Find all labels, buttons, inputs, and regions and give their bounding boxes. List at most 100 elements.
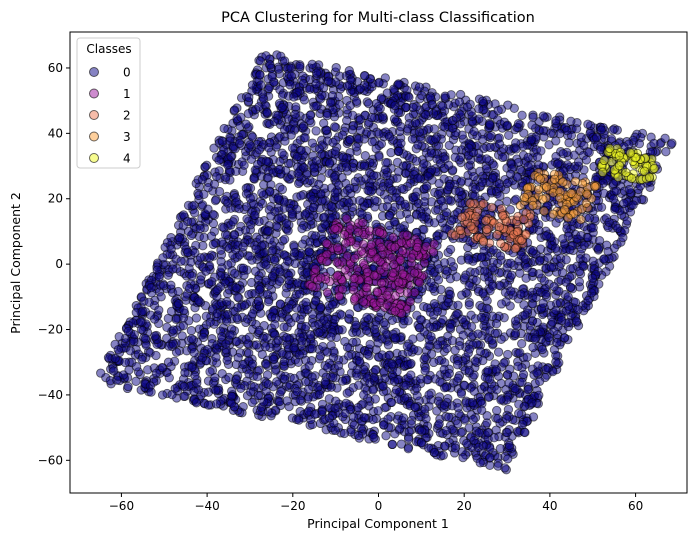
data-point	[530, 334, 540, 344]
data-point	[537, 344, 548, 355]
data-point	[454, 186, 464, 197]
data-point	[273, 194, 283, 204]
data-point	[110, 353, 120, 364]
data-point	[541, 289, 551, 300]
data-point	[327, 300, 338, 310]
data-point	[168, 264, 178, 274]
data-point	[512, 226, 523, 237]
data-point	[354, 134, 364, 144]
data-point	[574, 277, 585, 287]
data-point	[622, 216, 632, 226]
data-point	[495, 191, 505, 201]
data-point	[557, 315, 567, 326]
data-point	[582, 189, 592, 199]
data-point	[289, 92, 299, 102]
data-point	[492, 230, 502, 240]
data-point	[464, 344, 475, 354]
data-point	[464, 281, 474, 291]
data-point	[502, 120, 513, 130]
data-point	[445, 290, 455, 300]
data-point	[457, 290, 467, 300]
data-point	[475, 346, 486, 357]
data-point	[576, 132, 586, 142]
data-point	[506, 286, 516, 296]
data-point	[406, 370, 416, 380]
data-point	[274, 276, 285, 286]
data-point	[469, 171, 479, 182]
data-point	[412, 242, 422, 253]
data-point	[513, 361, 523, 371]
data-point	[331, 62, 341, 73]
data-point	[495, 251, 506, 261]
data-point	[293, 357, 304, 367]
data-point	[236, 112, 246, 122]
data-point	[426, 331, 436, 342]
data-point	[542, 231, 552, 241]
data-point	[661, 147, 671, 157]
data-point	[517, 110, 527, 120]
data-point	[594, 236, 605, 246]
data-point	[485, 119, 495, 130]
data-point	[521, 230, 531, 240]
data-point	[287, 143, 298, 153]
data-point	[319, 118, 329, 128]
data-point	[342, 388, 352, 398]
data-point	[253, 159, 263, 170]
data-point	[287, 209, 297, 219]
data-point	[392, 366, 402, 377]
data-point	[233, 292, 243, 302]
data-point	[382, 300, 392, 310]
data-point	[337, 172, 347, 183]
data-point	[286, 130, 296, 140]
data-point	[534, 226, 544, 236]
data-point	[146, 387, 156, 397]
data-point	[388, 268, 398, 278]
data-point	[566, 116, 576, 126]
data-point	[475, 458, 485, 468]
data-point	[416, 438, 427, 448]
data-point	[469, 386, 479, 396]
data-point	[191, 313, 202, 323]
data-point	[297, 239, 308, 249]
data-point	[393, 146, 404, 156]
data-point	[412, 383, 422, 393]
data-point	[322, 256, 332, 267]
data-point	[447, 336, 458, 346]
data-point	[342, 342, 353, 352]
data-point	[345, 183, 355, 193]
data-point	[493, 105, 503, 116]
data-point	[419, 197, 430, 207]
data-point	[481, 154, 492, 164]
data-point	[295, 395, 305, 405]
data-point	[394, 277, 404, 287]
data-point	[451, 113, 461, 123]
data-point	[528, 246, 538, 256]
data-point	[426, 148, 437, 158]
data-point	[485, 374, 495, 384]
data-point	[189, 386, 199, 397]
data-point	[446, 215, 457, 226]
data-point	[146, 282, 156, 293]
data-point	[457, 314, 467, 324]
data-point	[506, 258, 516, 268]
data-point	[279, 374, 290, 384]
data-point	[320, 377, 330, 387]
data-point	[451, 272, 462, 282]
data-point	[234, 138, 245, 149]
data-point	[289, 342, 299, 353]
data-point	[457, 212, 467, 222]
data-point	[444, 182, 454, 192]
data-point	[538, 111, 548, 121]
data-point	[180, 368, 190, 378]
data-point	[417, 212, 427, 222]
data-point	[157, 362, 167, 373]
data-point	[391, 192, 401, 203]
data-point	[267, 271, 278, 281]
data-point	[528, 200, 538, 211]
data-point	[195, 275, 206, 285]
data-point	[375, 103, 385, 114]
data-point	[365, 339, 375, 350]
data-point	[520, 310, 530, 320]
data-point	[442, 266, 452, 276]
data-point	[135, 317, 146, 327]
